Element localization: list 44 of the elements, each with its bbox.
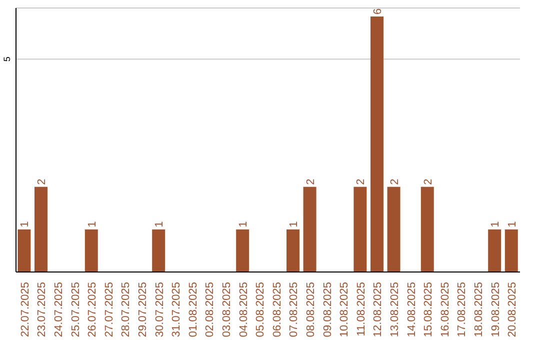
x-tick-label: 15.08.2025 bbox=[422, 282, 435, 338]
data-label: 1 bbox=[506, 221, 518, 228]
x-tick-label: 28.07.2025 bbox=[120, 282, 132, 338]
x-tick-label: 05.08.2025 bbox=[254, 282, 267, 338]
data-label: 1 bbox=[19, 221, 32, 228]
x-tick-label: 19.08.2025 bbox=[490, 282, 502, 338]
x-tick-label: 01.08.2025 bbox=[187, 282, 200, 338]
x-tick-label: 16.08.2025 bbox=[439, 282, 452, 338]
x-tick-label: 09.08.2025 bbox=[322, 282, 334, 338]
x-tick-label: 18.08.2025 bbox=[473, 282, 485, 338]
x-tick-label: 24.07.2025 bbox=[53, 282, 65, 338]
x-tick-label: 10.08.2025 bbox=[338, 282, 351, 338]
x-tick-label: 26.07.2025 bbox=[86, 282, 99, 338]
x-tick-label: 22.07.2025 bbox=[19, 282, 32, 338]
x-tick-label: 20.08.2025 bbox=[506, 282, 519, 338]
data-label: 2 bbox=[422, 178, 434, 185]
data-label: 6 bbox=[372, 8, 384, 15]
x-tick-label: 12.08.2025 bbox=[372, 282, 384, 338]
x-tick-label: 03.08.2025 bbox=[221, 282, 233, 338]
x-tick-label: 14.08.2025 bbox=[406, 282, 418, 338]
x-tick-label: 06.08.2025 bbox=[271, 282, 284, 338]
x-tick-label: 08.08.2025 bbox=[305, 282, 317, 338]
data-label: 2 bbox=[388, 178, 401, 185]
x-tick-label: 13.08.2025 bbox=[389, 282, 401, 338]
x-tick-label: 27.07.2025 bbox=[103, 282, 116, 338]
x-tick-label: 02.08.2025 bbox=[204, 282, 216, 338]
x-tick-label: 11.08.2025 bbox=[355, 282, 368, 336]
x-tick-label: 23.07.2025 bbox=[36, 282, 48, 338]
x-tick-label: 04.08.2025 bbox=[238, 282, 250, 338]
data-label: 1 bbox=[154, 221, 166, 228]
data-label: 1 bbox=[238, 221, 250, 228]
data-label: 2 bbox=[355, 178, 368, 185]
x-tick-label: 31.07.2025 bbox=[170, 282, 183, 338]
x-tick-label: 17.08.2025 bbox=[456, 282, 468, 338]
data-label: 1 bbox=[490, 221, 502, 228]
data-label: 2 bbox=[304, 178, 317, 185]
data-label: 1 bbox=[86, 221, 98, 228]
data-label: 2 bbox=[36, 178, 48, 185]
x-tick-label: 25.07.2025 bbox=[70, 282, 82, 338]
x-tick-label: 29.07.2025 bbox=[137, 282, 149, 338]
x-tick-label: 07.08.2025 bbox=[288, 282, 300, 338]
y-tick-label: 5 bbox=[2, 56, 12, 62]
x-tick-label: 30.07.2025 bbox=[154, 282, 166, 338]
data-label: 1 bbox=[288, 221, 300, 228]
